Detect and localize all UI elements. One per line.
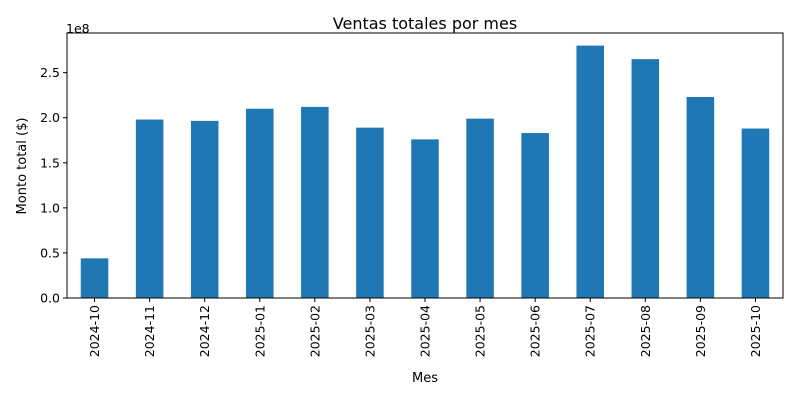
chart-title: Ventas totales por mes [333, 14, 517, 33]
plot-border [66, 32, 784, 299]
bar-2024-12 [190, 120, 219, 298]
y-tick-label: 2.5 [40, 65, 60, 80]
x-tick-label: 2025-09 [693, 305, 708, 357]
x-tick-label: 2025-05 [473, 305, 488, 357]
y-tick-label: 1.0 [40, 200, 60, 215]
bar-2025-07 [576, 45, 604, 298]
x-axis-ticks: 2024-10 2024-11 2024-12 2025-01 2025-02 2025-… [87, 298, 763, 357]
x-tick-label: 2025-08 [638, 305, 653, 357]
bar-2025-09 [686, 96, 715, 298]
x-tick-label: 2025-03 [362, 305, 377, 357]
y-axis-ticks: 0.0 0.5 1.0 1.5 2.0 2.5 [40, 65, 67, 306]
x-tick-label: 2025-07 [583, 305, 598, 357]
plot-frame [66, 32, 784, 299]
y-tick-label: 2.0 [40, 110, 60, 125]
x-tick-label: 2025-04 [418, 305, 433, 357]
x-tick-label: 2025-02 [307, 305, 322, 357]
bar-2025-03 [356, 127, 384, 299]
x-tick-label: 2025-10 [748, 305, 763, 357]
y-axis-offset-label: 1e8 [66, 21, 90, 36]
x-tick-label: 2025-01 [252, 305, 267, 357]
y-tick-label: 0.5 [40, 245, 60, 260]
bar-2025-01 [246, 108, 274, 298]
y-tick-label: 1.5 [40, 155, 60, 170]
bar-2025-02 [301, 106, 329, 299]
y-axis-label: Monto total ($) [15, 118, 30, 215]
x-axis-label: Mes [412, 371, 438, 386]
x-tick-label: 2025-06 [528, 305, 543, 357]
bars-group [80, 45, 770, 299]
x-tick-label: 2024-12 [197, 305, 212, 357]
bar-2024-10 [80, 258, 109, 298]
x-tick-label: 2024-11 [142, 305, 157, 357]
bar-2025-08 [631, 59, 660, 299]
x-tick-label: 2024-10 [87, 305, 102, 357]
y-tick-label: 0.0 [40, 291, 60, 306]
bar-2025-05 [466, 118, 494, 299]
bar-2025-06 [521, 133, 549, 298]
bar-2025-04 [411, 139, 439, 298]
bar-2024-11 [135, 119, 164, 298]
bar-2025-10 [741, 128, 770, 298]
